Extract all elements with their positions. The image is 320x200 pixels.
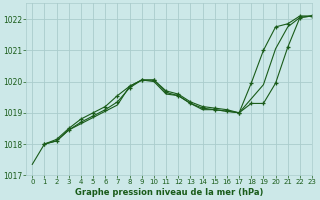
X-axis label: Graphe pression niveau de la mer (hPa): Graphe pression niveau de la mer (hPa) bbox=[75, 188, 263, 197]
